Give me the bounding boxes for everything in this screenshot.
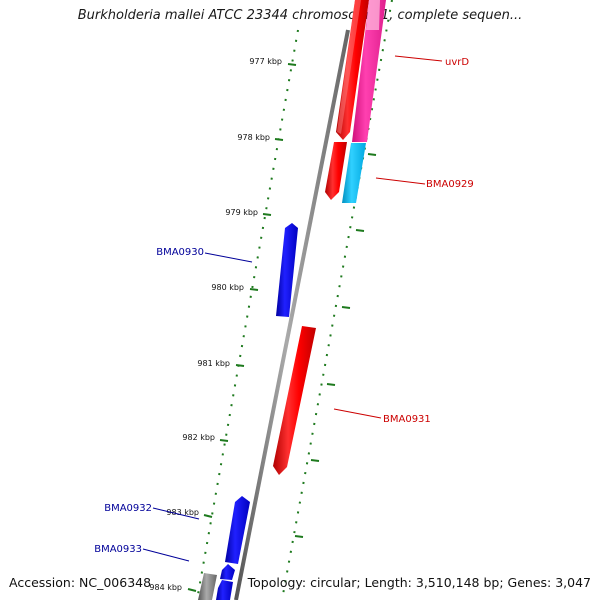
tick-label: 977 kbp (249, 57, 282, 66)
tick-mark (326, 383, 336, 386)
tick-label: 984 kbp (149, 583, 182, 592)
gene-red-forward[interactable] (325, 142, 347, 200)
tick-mark (249, 288, 259, 291)
gene-uvrD[interactable] (352, 0, 386, 142)
tick-mark (310, 459, 320, 462)
leader-BMA0930 (204, 252, 253, 263)
tick-mark (367, 153, 377, 156)
tick-mark (219, 439, 229, 442)
tick-mark (294, 535, 304, 538)
accession-text: Accession: NC_006348 (9, 575, 152, 590)
tick-mark (355, 229, 365, 232)
backbone-line (234, 29, 350, 600)
map-title: Burkholderia mallei ATCC 23344 chromosom… (77, 8, 523, 23)
inner-ticks (187, 63, 297, 592)
gene-label-BMA0933[interactable]: BMA0933 (94, 544, 142, 555)
gene-blue-bottom[interactable] (216, 580, 233, 600)
leader-BMA0932 (152, 507, 200, 520)
tick-mark (341, 306, 351, 309)
outer-ticks (294, 153, 377, 538)
gene-label-uvrD[interactable]: uvrD (445, 57, 469, 68)
outer-dotted-ring (281, 0, 393, 600)
tick-labels: 977 kbp 978 kbp 979 kbp 980 kbp 981 kbp … (149, 57, 282, 592)
tick-label: 983 kbp (166, 508, 199, 517)
gene-label-BMA0932[interactable]: BMA0932 (104, 503, 152, 514)
gene-BMA0929[interactable] (342, 143, 366, 203)
leader-BMA0931 (333, 408, 382, 419)
tick-mark (187, 588, 197, 592)
tick-mark (274, 138, 284, 141)
leader-BMA0933 (142, 548, 190, 562)
leader-BMA0929 (375, 177, 426, 185)
tick-mark (235, 364, 245, 367)
tick-label: 980 kbp (211, 283, 244, 292)
tick-label: 978 kbp (237, 133, 270, 142)
tick-mark (203, 514, 213, 518)
tick-mark (287, 63, 297, 66)
gene-label-BMA0929[interactable]: BMA0929 (426, 179, 474, 190)
gene-gray-bottom[interactable] (198, 573, 217, 600)
gene-BMA0930[interactable] (276, 223, 298, 317)
tick-label: 982 kbp (182, 433, 215, 442)
gene-label-BMA0930[interactable]: BMA0930 (156, 247, 204, 258)
tick-label: 979 kbp (225, 208, 258, 217)
leader-uvrD (394, 55, 443, 62)
gene-BMA0933[interactable] (220, 564, 235, 580)
gene-label-BMA0931[interactable]: BMA0931 (383, 414, 431, 425)
gene-BMA0932[interactable] (225, 496, 250, 564)
tick-mark (262, 213, 272, 216)
gene-red-top-highlight (337, 0, 361, 134)
gene-BMA0931[interactable] (273, 326, 316, 475)
tick-label: 981 kbp (197, 359, 230, 368)
gene-uvrD-highlight (366, 0, 380, 30)
topology-stats-text: Topology: circular; Length: 3,510,148 bp… (247, 575, 591, 590)
